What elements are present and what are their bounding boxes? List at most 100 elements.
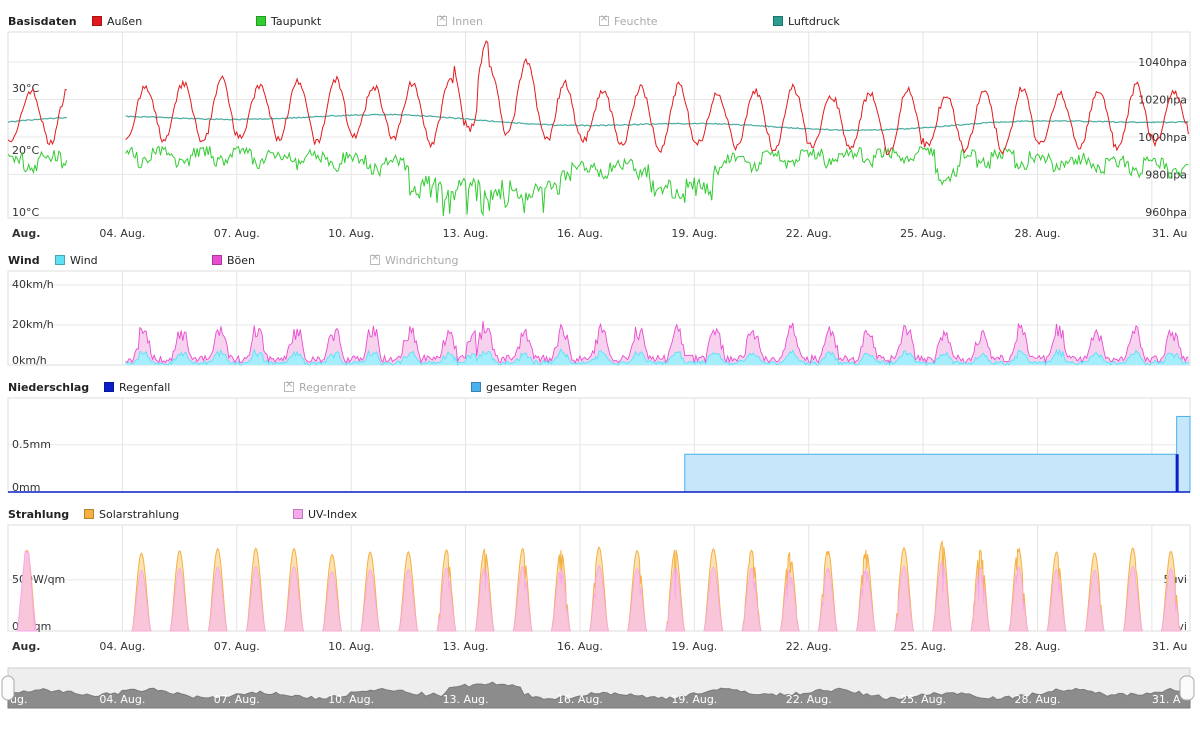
uv-index-peak [970, 567, 991, 632]
taupunkt-line [7, 145, 1189, 217]
navigator-label: 31. A [1152, 693, 1181, 706]
y-tick-label: 10°C [12, 206, 39, 219]
uv-index-peak [665, 567, 686, 632]
x-tick-label: 04. Aug. [99, 227, 145, 240]
x-tick-label: 31. Au [1152, 227, 1188, 240]
legend-windrichtung[interactable]: Windrichtung [370, 252, 458, 267]
uv-index-peak [893, 565, 915, 632]
navigator-label: ug. [10, 693, 27, 706]
wind-legend: Wind Wind Böen Windrichtung [0, 252, 1200, 269]
uv-index-peak [512, 566, 533, 632]
x-tick-label: 22. Aug. [786, 227, 832, 240]
y-tick-label: 0km/h [12, 354, 47, 367]
legend-solarstrahlung[interactable]: Solarstrahlung [84, 508, 179, 521]
aussen-line [7, 40, 1189, 156]
legend-regenfall[interactable]: Regenfall [104, 381, 170, 394]
uv-index-peak [1160, 568, 1182, 632]
uv-index-peak [703, 566, 724, 632]
x-tick-label: Aug. [12, 640, 40, 653]
y2-tick-label: 1020hpa [1138, 94, 1187, 107]
uv-index-peak [1122, 565, 1143, 632]
uv-index-peak [856, 567, 876, 632]
y-tick-label: 40km/h [12, 278, 54, 291]
uv-index-peak [932, 560, 953, 632]
x-tick-label: 19. Aug. [671, 640, 717, 653]
luftdruck-line [7, 113, 1189, 132]
legend-boeen[interactable]: Böen [212, 254, 255, 267]
x-tick-label: 28. Aug. [1014, 227, 1060, 240]
legend-swatch [284, 379, 294, 392]
basis-legend: Basisdaten Außen Taupunkt Innen Feuchte … [0, 13, 1200, 30]
navigator-label: 16. Aug. [557, 693, 603, 706]
uv-index-peak [207, 566, 228, 632]
legend-swatch [212, 255, 222, 265]
legend-feuchte[interactable]: Feuchte [599, 13, 658, 28]
uv-index-peak [817, 567, 838, 632]
y2-tick-label: 1000hpa [1138, 131, 1187, 144]
solar-legend: Strahlung Solarstrahlung UV-Index [0, 507, 1200, 523]
uv-index-peak [627, 567, 648, 632]
legend-swatch [471, 382, 481, 392]
uv-index-peak [1084, 569, 1105, 632]
navigator-label: 13. Aug. [443, 693, 489, 706]
uv-index-peak [741, 567, 762, 632]
x-tick-label: Aug. [12, 227, 40, 240]
legend-swatch [55, 255, 65, 265]
uv-index-peak [322, 570, 342, 632]
legend-gesamter-regen[interactable]: gesamter Regen [471, 381, 577, 394]
uv-index-peak [16, 550, 36, 632]
solar-title: Strahlung [8, 508, 70, 521]
legend-luftdruck[interactable]: Luftdruck [773, 15, 840, 28]
legend-swatch [370, 252, 380, 265]
uv-index-peak [474, 566, 495, 632]
x-tick-label: 07. Aug. [214, 640, 260, 653]
legend-uv-index[interactable]: UV-Index [293, 508, 357, 521]
uv-index-peak [589, 564, 609, 632]
legend-swatch [773, 16, 783, 26]
uv-index-peak [169, 567, 190, 632]
navigator-handle-left[interactable] [1, 675, 15, 701]
basis-title: Basisdaten [8, 15, 77, 28]
gesamter-regen-step [684, 453, 1178, 493]
navigator-label: 04. Aug. [99, 693, 145, 706]
uv-index-peak [360, 568, 381, 632]
legend-taupunkt[interactable]: Taupunkt [256, 15, 321, 28]
legend-swatch [92, 16, 102, 26]
x-tick-label: 31. Au [1152, 640, 1188, 653]
legend-swatch [104, 382, 114, 392]
y2-tick-label: 960hpa [1145, 206, 1187, 219]
y-tick-label: 0.5mm [12, 438, 51, 451]
y-tick-label: 0mm [12, 481, 40, 494]
x-tick-label: 07. Aug. [214, 227, 260, 240]
uv-index-peak [245, 565, 266, 632]
wind-line [125, 348, 1189, 367]
navigator-label: 22. Aug. [786, 693, 832, 706]
x-tick-label: 22. Aug. [786, 640, 832, 653]
navigator-label: 07. Aug. [214, 693, 260, 706]
legend-swatch [599, 13, 609, 26]
uv-index-peak [283, 566, 305, 632]
navigator-label: 10. Aug. [328, 693, 374, 706]
x-tick-label: 25. Aug. [900, 640, 946, 653]
legend-wind[interactable]: Wind [55, 254, 98, 267]
x-tick-label: 19. Aug. [671, 227, 717, 240]
uv-index-peak [550, 567, 571, 632]
y-tick-label: 20km/h [12, 318, 54, 331]
uv-index-peak [398, 568, 419, 632]
x-tick-label: 10. Aug. [328, 227, 374, 240]
legend-regenrate[interactable]: Regenrate [284, 379, 356, 394]
x-tick-label: 25. Aug. [900, 227, 946, 240]
y2-tick-label: 1040hpa [1138, 56, 1187, 69]
x-tick-label: 16. Aug. [557, 227, 603, 240]
y-tick-label: 500W/qm [12, 573, 65, 586]
uv-index-peak [1046, 568, 1067, 632]
navigator-handle-right[interactable] [1179, 675, 1195, 701]
x-tick-label: 28. Aug. [1014, 640, 1060, 653]
uv-index-peak [436, 567, 457, 632]
legend-swatch [84, 509, 94, 519]
navigator-label: 25. Aug. [900, 693, 946, 706]
x-tick-label: 04. Aug. [99, 640, 145, 653]
legend-innen[interactable]: Innen [437, 13, 483, 28]
legend-aussen[interactable]: Außen [92, 15, 142, 28]
